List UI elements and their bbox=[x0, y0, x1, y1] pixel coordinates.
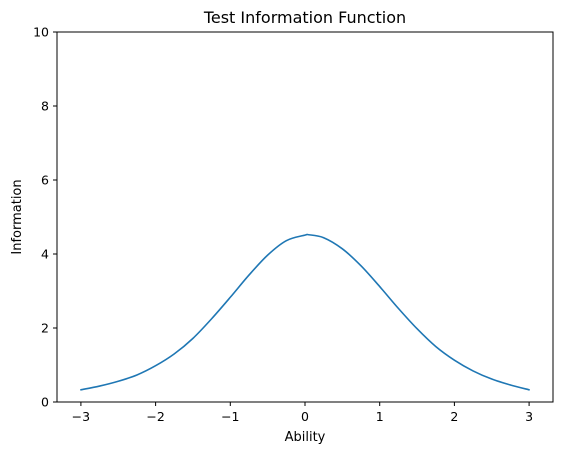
x-tick-label: 1 bbox=[376, 409, 384, 424]
x-axis-ticks: −3 −2 −1 0 1 2 3 bbox=[72, 402, 533, 424]
y-tick-label: 10 bbox=[33, 25, 49, 40]
chart-title: Test Information Function bbox=[203, 8, 406, 27]
plot-area-frame bbox=[56, 31, 554, 403]
x-tick-label: 0 bbox=[301, 409, 309, 424]
x-tick-label: −2 bbox=[146, 409, 164, 424]
x-tick-label: −1 bbox=[221, 409, 239, 424]
y-tick-label: 0 bbox=[41, 395, 49, 410]
series-line bbox=[80, 233, 530, 391]
series-layer bbox=[80, 233, 530, 391]
x-tick-label: −3 bbox=[72, 409, 90, 424]
x-tick-label: 2 bbox=[450, 409, 458, 424]
x-axis-label: Ability bbox=[285, 430, 326, 445]
y-tick-label: 2 bbox=[41, 321, 49, 336]
y-axis-ticks: 0 2 4 6 8 10 bbox=[33, 25, 57, 410]
y-tick-label: 6 bbox=[41, 173, 49, 188]
y-tick-label: 4 bbox=[41, 247, 49, 262]
y-axis-label: Information bbox=[10, 179, 25, 254]
y-tick-label: 8 bbox=[41, 99, 49, 114]
x-tick-label: 3 bbox=[525, 409, 533, 424]
